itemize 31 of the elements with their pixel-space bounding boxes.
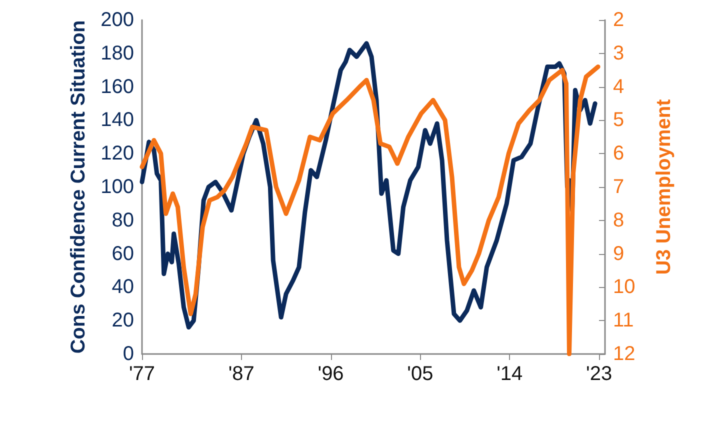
y-tick-label: 140 [100, 109, 134, 132]
y-tick-label: 40 [112, 276, 134, 298]
y-tick-label: 180 [100, 42, 134, 64]
y-tick-label: 20 [112, 310, 134, 332]
y2-tick-label: 2 [613, 9, 624, 31]
x-tick-label: '77 [128, 363, 156, 385]
y-axis-title: Cons Confidence Current Situation [68, 20, 90, 354]
x-tick-label: '05 [407, 363, 434, 385]
y2-axis-title: U3 Unemployment [653, 98, 675, 275]
y-tick-label: 200 [100, 9, 134, 31]
line-series [140, 64, 600, 356]
y-tick-label: 100 [100, 176, 134, 198]
y2-tick-label: 12 [613, 343, 636, 365]
x-tick-label: '14 [496, 363, 523, 385]
y2-tick-label: 4 [613, 76, 624, 98]
y-tick-label: 0 [122, 343, 134, 365]
y2-tick-label: 9 [613, 242, 624, 265]
y2-tick-label: 3 [613, 42, 624, 64]
x-tick-label: '23 [586, 363, 612, 385]
y2-tick-label: 10 [613, 276, 636, 298]
y2-tick-label: 6 [613, 142, 624, 165]
x-tick-label: '87 [228, 363, 254, 385]
y2-tick-label: 11 [613, 310, 634, 332]
y-tick-label: 80 [112, 209, 134, 232]
y2-tick-label: 5 [613, 109, 624, 132]
y-tick-label: 60 [112, 242, 134, 265]
y2-tick-label: 8 [613, 209, 624, 232]
y-tick-label: 120 [100, 142, 134, 165]
x-tick-label: '96 [318, 363, 344, 385]
y2-tick-label: 7 [613, 176, 624, 198]
y-tick-label: 160 [100, 76, 134, 98]
